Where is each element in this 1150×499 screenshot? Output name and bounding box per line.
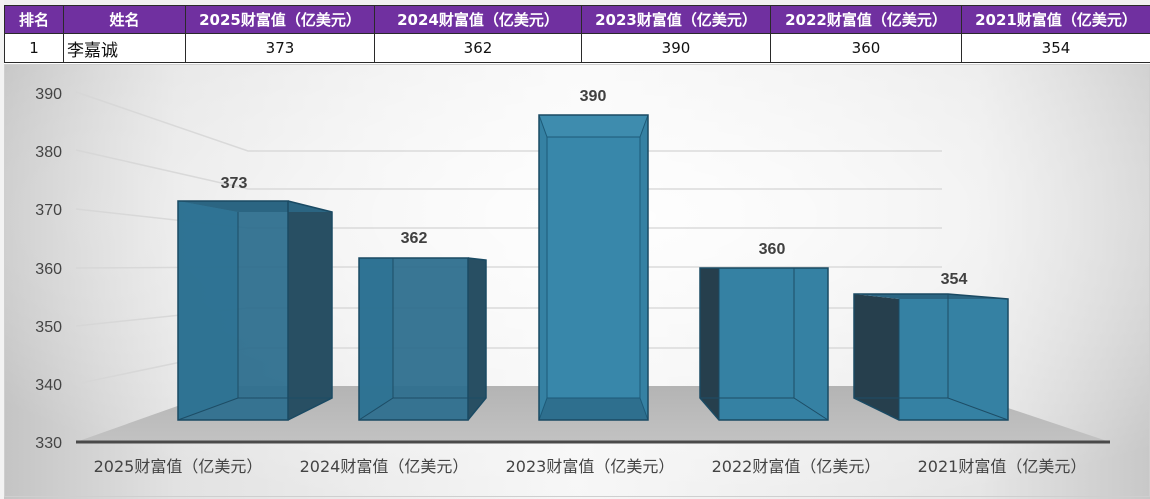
- x-label-2022: 2022财富值（亿美元）: [712, 457, 881, 476]
- x-label-2025: 2025财富值（亿美元）: [94, 457, 263, 476]
- y-tick: 330: [35, 435, 62, 452]
- y-tick: 380: [35, 144, 62, 161]
- table-header-row: 排名 姓名 2025财富值（亿美元） 2024财富值（亿美元） 2023财富值（…: [4, 5, 1150, 34]
- wealth-chart[interactable]: 390 380 370 360 350 340 330: [4, 64, 1150, 499]
- y-axis: 390 380 370 360 350 340 330: [35, 86, 62, 452]
- cell-rank[interactable]: 1: [4, 33, 64, 63]
- x-axis-labels: 2025财富值（亿美元） 2024财富值（亿美元） 2023财富值（亿美元） 2…: [94, 457, 1087, 476]
- header-name[interactable]: 姓名: [63, 5, 186, 34]
- sheet-top-strip: [0, 0, 1150, 5]
- data-label-2022: 360: [759, 241, 786, 258]
- cell-2024[interactable]: 362: [374, 33, 582, 63]
- x-label-2021: 2021财富值（亿美元）: [918, 457, 1087, 476]
- bar-2021[interactable]: [853, 293, 1009, 421]
- data-label-2021: 354: [941, 271, 968, 288]
- y-tick: 370: [35, 202, 62, 219]
- cell-2022[interactable]: 360: [770, 33, 962, 63]
- bar-2024[interactable]: [358, 257, 487, 421]
- header-2023[interactable]: 2023财富值（亿美元）: [581, 5, 771, 34]
- y-tick: 340: [35, 377, 62, 394]
- data-label-2025: 373: [221, 175, 248, 192]
- cell-name[interactable]: 李嘉诚: [63, 33, 186, 63]
- data-labels: 373 362 390 360 354: [221, 88, 968, 288]
- cell-2023[interactable]: 390: [581, 33, 771, 63]
- wealth-table: 排名 姓名 2025财富值（亿美元） 2024财富值（亿美元） 2023财富值（…: [4, 5, 1150, 63]
- x-label-2023: 2023财富值（亿美元）: [506, 457, 675, 476]
- header-2025[interactable]: 2025财富值（亿美元）: [185, 5, 375, 34]
- bar-2023[interactable]: [538, 114, 649, 421]
- sheet-left-strip: [0, 0, 4, 499]
- cell-2021[interactable]: 354: [961, 33, 1150, 63]
- bar-2025[interactable]: [177, 200, 333, 421]
- table-row: 1 李嘉诚 373 362 390 360 354: [4, 33, 1150, 63]
- header-2021[interactable]: 2021财富值（亿美元）: [961, 5, 1150, 34]
- x-label-2024: 2024财富值（亿美元）: [300, 457, 469, 476]
- y-tick: 360: [35, 261, 62, 278]
- header-rank[interactable]: 排名: [4, 5, 64, 34]
- header-2024[interactable]: 2024财富值（亿美元）: [374, 5, 582, 34]
- data-label-2024: 362: [401, 230, 428, 247]
- y-tick: 390: [35, 86, 62, 103]
- y-tick: 350: [35, 319, 62, 336]
- cell-2025[interactable]: 373: [185, 33, 375, 63]
- header-2022[interactable]: 2022财富值（亿美元）: [770, 5, 962, 34]
- data-label-2023: 390: [580, 88, 607, 105]
- bar-2022[interactable]: [699, 267, 829, 421]
